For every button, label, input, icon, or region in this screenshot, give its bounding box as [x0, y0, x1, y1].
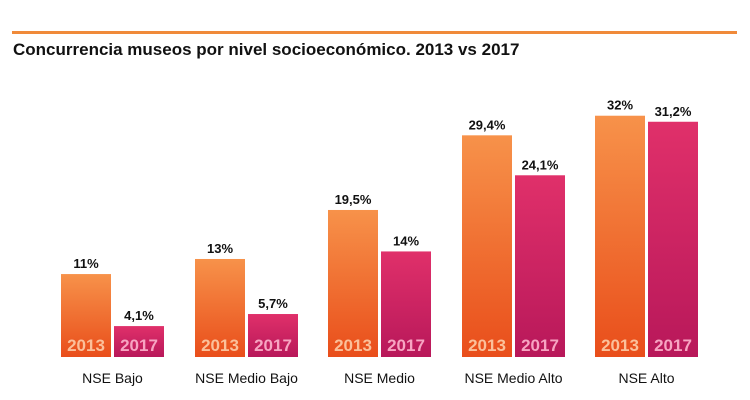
year-label-nse-bajo-2013: 2013 — [67, 336, 105, 355]
data-label-nse-medio-2017: 14% — [393, 233, 419, 248]
year-label-nse-medio-bajo-2013: 2013 — [201, 336, 239, 355]
bar-nse-medio-2017 — [381, 251, 431, 357]
data-label-nse-medio-2013: 19,5% — [335, 192, 372, 207]
year-label-nse-medio-2013: 2013 — [334, 336, 372, 355]
bar-nse-bajo-2017 — [114, 326, 164, 357]
bar-nse-medio-2013 — [328, 209, 378, 357]
year-label-nse-alto-2017: 2017 — [654, 336, 692, 355]
bar-nse-medio-bajo-2013 — [195, 258, 245, 357]
category-label-nse-bajo: NSE Bajo — [82, 370, 143, 386]
data-label-nse-medio-bajo-2017: 5,7% — [258, 296, 288, 311]
category-label-nse-medio-bajo: NSE Medio Bajo — [195, 370, 298, 386]
data-label-nse-alto-2013: 32% — [607, 98, 633, 113]
category-label-nse-alto: NSE Alto — [618, 370, 674, 386]
bar-nse-medio-bajo-2017 — [248, 314, 298, 357]
bar-nse-medio-alto-2013 — [462, 135, 512, 357]
bar-nse-bajo-2013 — [61, 274, 111, 357]
data-label-nse-medio-alto-2017: 24,1% — [522, 157, 559, 172]
bar-nse-alto-2013 — [595, 115, 645, 357]
bar-nse-alto-2017 — [648, 121, 698, 357]
bar-nse-medio-alto-2017 — [515, 175, 565, 357]
year-label-nse-medio-alto-2013: 2013 — [468, 336, 506, 355]
data-label-nse-bajo-2013: 11% — [73, 256, 99, 271]
year-label-nse-medio-2017: 2017 — [387, 336, 425, 355]
year-label-nse-alto-2013: 2013 — [601, 336, 639, 355]
category-label-nse-medio-alto: NSE Medio Alto — [464, 370, 562, 386]
data-label-nse-medio-bajo-2013: 13% — [207, 241, 233, 256]
year-label-nse-medio-alto-2017: 2017 — [521, 336, 559, 355]
data-label-nse-alto-2017: 31,2% — [655, 104, 692, 119]
data-label-nse-medio-alto-2013: 29,4% — [469, 117, 506, 132]
chart-title: Concurrencia museos por nivel socioeconó… — [13, 40, 520, 59]
year-label-nse-medio-bajo-2017: 2017 — [254, 336, 292, 355]
category-label-nse-medio: NSE Medio — [344, 370, 415, 386]
data-label-nse-bajo-2017: 4,1% — [124, 308, 154, 323]
title-rule — [12, 31, 737, 34]
year-label-nse-bajo-2017: 2017 — [120, 336, 158, 355]
